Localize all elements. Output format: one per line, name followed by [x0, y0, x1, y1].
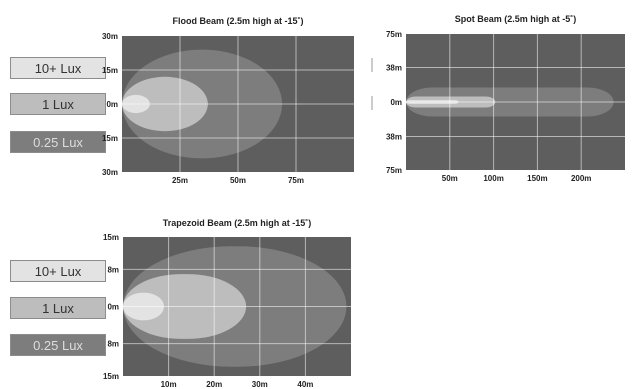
legend-trap-lux-025: 0.25 Lux	[10, 334, 106, 356]
spot-y-tick-4: 75m	[386, 166, 402, 175]
flood-y-tick-4: 30m	[102, 168, 118, 177]
spot-x-tick-0: 50m	[442, 174, 458, 183]
flood-y-tick-1: 15m	[102, 66, 118, 75]
spot-x-tick-1: 100m	[483, 174, 503, 183]
trapezoid-title: Trapezoid Beam (2.5m high at -15˚)	[163, 218, 312, 228]
trapezoid-y-tick-4: 15m	[103, 372, 119, 381]
trapezoid-y-tick-3: 8m	[107, 340, 119, 349]
legend-trap-lux-10-label: 10+ Lux	[34, 263, 82, 279]
spot-title: Spot Beam (2.5m high at -5˚)	[455, 14, 577, 24]
flood-y-tick-3: 15m	[102, 134, 118, 143]
trapezoid-x-tick-2: 30m	[252, 380, 268, 389]
legend-flood-lux-10-label: 10+ Lux	[34, 60, 82, 76]
spot-y-tick-3: 38m	[386, 132, 402, 141]
trapezoid-x-tick-3: 40m	[297, 380, 313, 389]
flood-x-tick-1: 50m	[230, 176, 246, 185]
legend-flood-lux-1: 1 Lux	[10, 93, 106, 115]
trapezoid-y-tick-2: 0m	[107, 303, 119, 312]
legend-flood-lux-1-label: 1 Lux	[42, 96, 74, 112]
trapezoid-x-tick-1: 20m	[206, 380, 222, 389]
spot-y-tick-0: 75m	[386, 30, 402, 39]
flood-y-tick-0: 30m	[102, 32, 118, 41]
legend-flood-lux-10: 10+ Lux	[10, 57, 106, 79]
flood-title: Flood Beam (2.5m high at -15˚)	[172, 16, 303, 26]
legend-trap-lux-025-label: 0.25 Lux	[33, 337, 83, 353]
legend-trap-lux-10: 10+ Lux	[10, 260, 106, 282]
trapezoid-y-tick-0: 15m	[103, 233, 119, 242]
legend-flood-lux-025-label: 0.25 Lux	[33, 134, 83, 150]
flood-chart: Flood Beam (2.5m high at -15˚) 25m 50m 75m 3…	[102, 16, 354, 185]
spot-chart: Spot Beam (2.5m high at -5˚) 50m 100m 150m 2…	[386, 14, 625, 183]
trapezoid-y-tick-1: 8m	[107, 265, 119, 274]
flood-y-tick-2: 0m	[106, 100, 118, 109]
legend-trap-lux-1-label: 1 Lux	[42, 300, 74, 316]
legend-flood-lux-025: 0.25 Lux	[10, 131, 106, 153]
legend-trap-lux-1: 1 Lux	[10, 297, 106, 319]
trapezoid-chart: Trapezoid Beam (2.5m high at -15˚) 10m 20m…	[103, 218, 351, 389]
spot-y-tick-2: 0m	[390, 98, 402, 107]
trapezoid-x-tick-0: 10m	[161, 380, 177, 389]
spot-y-tick-1: 38m	[386, 64, 402, 73]
spot-x-tick-2: 150m	[527, 174, 547, 183]
flood-x-tick-2: 75m	[288, 176, 304, 185]
spot-x-tick-3: 200m	[571, 174, 591, 183]
flood-x-tick-0: 25m	[172, 176, 188, 185]
